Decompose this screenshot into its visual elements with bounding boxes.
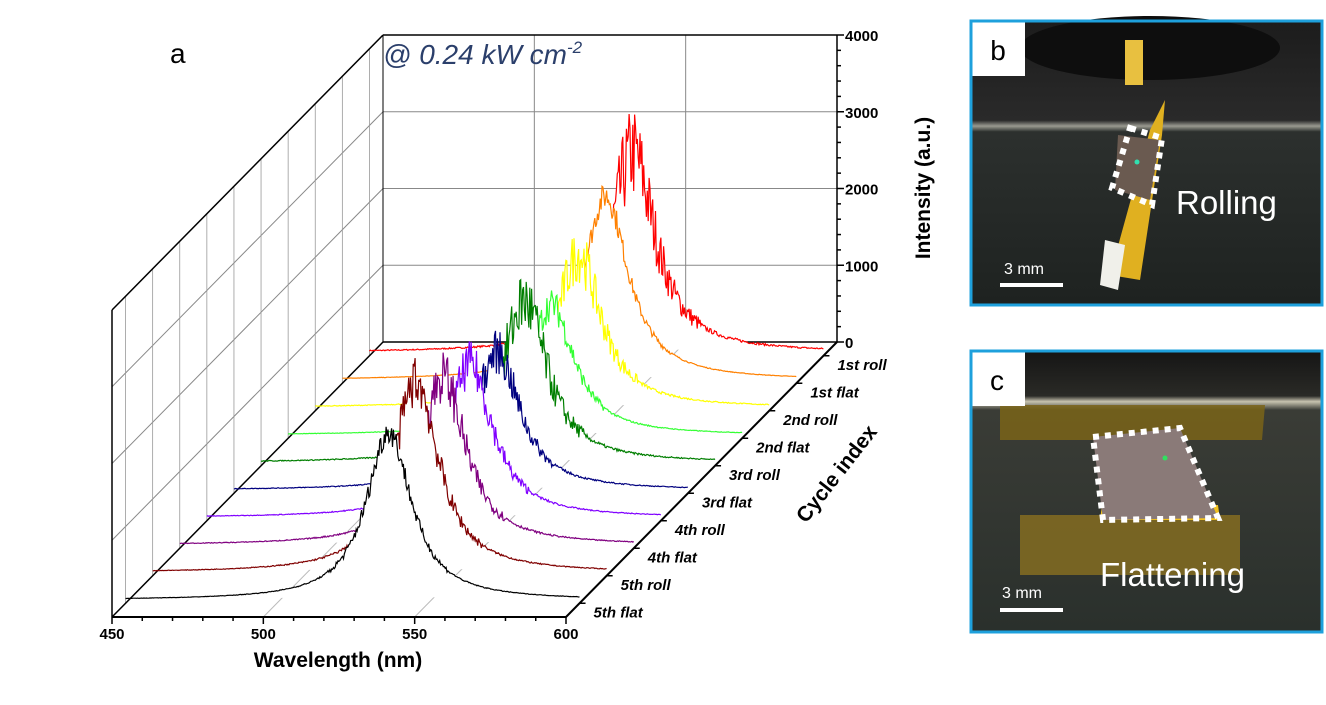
photo-rolling: b Rolling 3 mm (969, 16, 1324, 307)
annotation-text: @ 0.24 kW cm (383, 39, 567, 70)
x-tick-label: 500 (251, 626, 276, 643)
spectrum-trace-5th-flat (125, 426, 580, 600)
z-tick-label: 5th flat (594, 604, 644, 621)
panel-label-b: b (990, 35, 1006, 66)
z-tick-label: 5th roll (621, 577, 672, 594)
annotation-superscript: -2 (567, 38, 583, 57)
scale-bar-c (1000, 608, 1063, 612)
z-tick-label: 3rd roll (729, 467, 781, 484)
z-tick-label: 2nd roll (782, 412, 838, 429)
panel-label-c: c (990, 365, 1004, 396)
side-top-edge (111, 34, 384, 311)
photo-frame-c (969, 349, 1324, 634)
caption-rolling: Rolling (1176, 184, 1277, 221)
x-axis-label: Wavelength (nm) (254, 649, 422, 672)
y-tick-label: 1000 (845, 258, 878, 275)
y-tick-label: 0 (845, 335, 853, 352)
z-tick-label: 4th flat (647, 549, 698, 566)
z-tick-label: 3rd flat (702, 494, 753, 511)
z-tick-label: 1st flat (810, 384, 859, 401)
z-tick-label: 4th roll (674, 522, 726, 539)
x-tick-label: 600 (553, 626, 578, 643)
y-tick-label: 4000 (845, 28, 878, 45)
scale-bar-b (1000, 283, 1063, 287)
x-tick-label: 550 (402, 626, 427, 643)
axis-ticks: 450 500 550 600 0 1000 2000 3000 4000 1st roll 1st… (99, 28, 887, 643)
side-grid-h (111, 264, 384, 541)
z-axis-label: Cycle index (792, 421, 882, 527)
side-grid-h (111, 111, 384, 388)
z-tick-label: 1st roll (837, 357, 887, 374)
scale-bar-label-b: 3 mm (1004, 261, 1044, 278)
panel-label-a: a (170, 38, 186, 69)
y-tick-label: 3000 (845, 105, 878, 122)
caption-flattening: Flattening (1100, 556, 1245, 593)
trace-fill (125, 426, 580, 599)
z-tick-label: 2nd flat (755, 439, 810, 456)
spectra-traces (125, 113, 824, 600)
x-tick-label: 450 (99, 626, 124, 643)
excitation-annotation: @ 0.24 kW cm-2 (383, 38, 583, 70)
side-grid-h (111, 188, 384, 464)
y-axis-label: Intensity (a.u.) (912, 117, 935, 259)
y-tick-label: 2000 (845, 182, 878, 199)
photo-flattening: c Flattening 3 mm (969, 349, 1324, 634)
z-axis (565, 341, 838, 618)
photo-frame-b (969, 19, 1324, 307)
scale-bar-label-c: 3 mm (1002, 585, 1042, 602)
